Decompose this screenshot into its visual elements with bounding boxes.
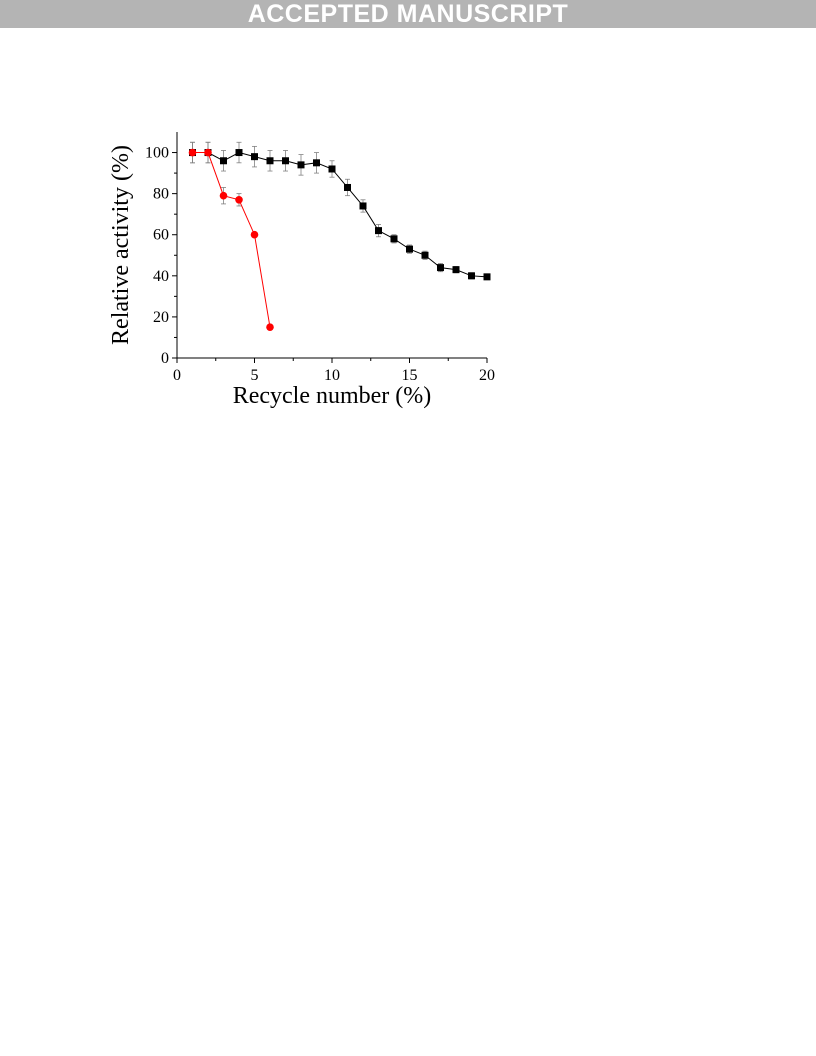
data-point-square xyxy=(266,157,274,165)
data-point-square xyxy=(359,202,367,210)
series-1 xyxy=(188,141,274,331)
data-point-square xyxy=(406,245,413,253)
data-point-square xyxy=(297,161,305,169)
accepted-manuscript-banner: ACCEPTED MANUSCRIPT xyxy=(0,0,816,28)
data-point-square xyxy=(483,273,491,281)
x-tick-label: 5 xyxy=(251,367,259,384)
data-point-square xyxy=(313,159,320,167)
y-tick-label: 20 xyxy=(153,309,169,326)
y-tick-label: 40 xyxy=(153,268,169,285)
x-tick-label: 15 xyxy=(402,367,418,384)
data-point-square xyxy=(421,251,429,259)
y-tick-label: 60 xyxy=(153,227,169,244)
data-point-circle xyxy=(204,148,212,157)
series-line xyxy=(192,152,271,328)
data-point-square xyxy=(344,183,351,191)
chart-axes: 0 5 10 15 20 0 20 40 60 80 100 xyxy=(145,132,495,384)
data-point-square xyxy=(437,264,444,272)
data-point-circle xyxy=(188,148,197,157)
banner-text: ACCEPTED MANUSCRIPT xyxy=(247,0,569,28)
y-axis-title: Relative activity (%) xyxy=(108,145,134,345)
data-point-circle xyxy=(266,323,274,331)
y-tick-label: 80 xyxy=(153,186,169,203)
data-point-square xyxy=(452,266,460,274)
chart-series xyxy=(188,141,491,331)
x-tick-label: 10 xyxy=(324,367,340,384)
y-tick-label: 100 xyxy=(145,145,169,162)
x-tick-label: 20 xyxy=(479,367,495,384)
x-axis-title: Recycle number (%) xyxy=(233,383,432,409)
data-point-square xyxy=(282,157,289,165)
data-point-square xyxy=(390,235,398,243)
y-tick-label: 0 xyxy=(161,350,169,367)
data-point-circle xyxy=(219,191,228,200)
data-point-circle xyxy=(250,230,259,239)
data-point-square xyxy=(220,157,227,165)
x-tick-label: 0 xyxy=(173,367,181,384)
data-point-square xyxy=(235,149,243,157)
series-0 xyxy=(189,141,491,281)
data-point-square xyxy=(251,153,258,161)
data-point-circle xyxy=(235,196,243,204)
series-line xyxy=(192,152,488,278)
data-point-square xyxy=(375,227,382,235)
data-point-square xyxy=(328,165,336,173)
data-point-square xyxy=(468,272,475,280)
